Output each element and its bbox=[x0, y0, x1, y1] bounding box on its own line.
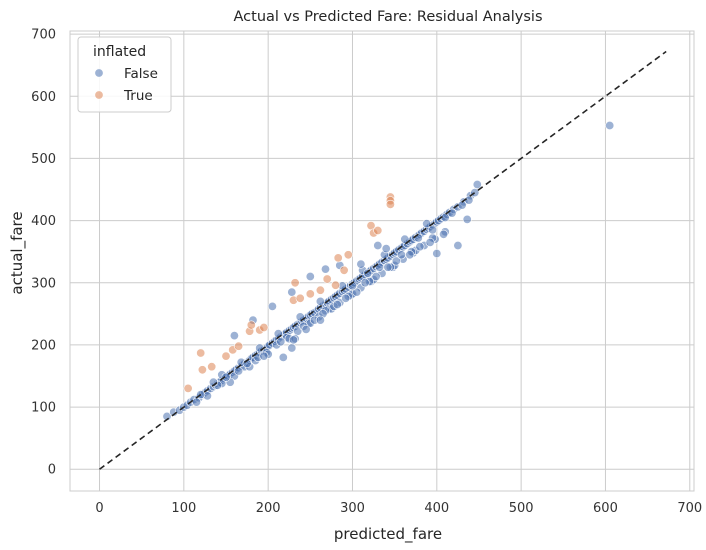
point-false bbox=[439, 229, 449, 239]
point-false bbox=[278, 352, 288, 362]
x-tick-label: 600 bbox=[593, 501, 618, 516]
point-false bbox=[422, 219, 432, 229]
point-false bbox=[162, 411, 172, 421]
point-true bbox=[207, 362, 217, 372]
x-axis-ticks: 0 100 200 300 400 500 600 700 bbox=[95, 501, 702, 516]
x-tick-label: 300 bbox=[340, 501, 365, 516]
point-false bbox=[472, 180, 482, 190]
point-false bbox=[447, 208, 457, 218]
point-false bbox=[405, 250, 415, 260]
y-tick-label: 100 bbox=[31, 401, 56, 416]
point-false bbox=[332, 299, 342, 309]
x-tick-label: 100 bbox=[171, 501, 196, 516]
point-false bbox=[383, 262, 393, 272]
y-tick-label: 300 bbox=[31, 276, 56, 291]
point-true bbox=[234, 341, 244, 351]
point-false bbox=[428, 225, 438, 235]
point-false bbox=[462, 214, 472, 224]
point-false bbox=[229, 331, 239, 341]
point-true bbox=[339, 265, 349, 275]
y-axis-title: actual_fare bbox=[8, 211, 27, 294]
point-false bbox=[259, 351, 269, 361]
point-false bbox=[360, 278, 370, 288]
y-tick-label: 600 bbox=[31, 90, 56, 105]
point-false bbox=[396, 250, 406, 260]
legend-marker-false bbox=[94, 68, 104, 78]
point-false bbox=[352, 287, 362, 297]
point-true bbox=[197, 365, 207, 375]
x-tick-label: 400 bbox=[424, 501, 449, 516]
point-true bbox=[246, 320, 256, 330]
point-false bbox=[363, 268, 373, 278]
point-true bbox=[295, 293, 305, 303]
x-tick-label: 200 bbox=[256, 501, 281, 516]
x-tick-label: 0 bbox=[95, 501, 103, 516]
y-axis-ticks: 0 100 200 300 400 500 600 700 bbox=[31, 28, 56, 478]
point-false bbox=[315, 315, 325, 325]
point-false bbox=[432, 249, 442, 259]
point-false bbox=[287, 287, 297, 297]
y-tick-label: 400 bbox=[31, 214, 56, 229]
point-true bbox=[221, 351, 231, 361]
point-true bbox=[331, 280, 341, 290]
point-true bbox=[315, 285, 325, 295]
point-true bbox=[385, 199, 395, 209]
point-false bbox=[391, 256, 401, 266]
point-true bbox=[196, 348, 206, 358]
point-false bbox=[605, 121, 615, 131]
point-false bbox=[415, 242, 425, 252]
grid bbox=[70, 31, 694, 491]
point-true bbox=[343, 250, 353, 260]
x-axis-title: predicted_fare bbox=[334, 525, 442, 544]
point-false bbox=[320, 264, 330, 274]
legend-title: inflated bbox=[93, 44, 146, 60]
point-false bbox=[221, 372, 231, 382]
point-false bbox=[341, 293, 351, 303]
point-true bbox=[373, 226, 383, 236]
legend-label-true: True bbox=[123, 88, 153, 104]
point-false bbox=[287, 343, 297, 353]
legend: inflated False True bbox=[77, 36, 172, 113]
point-true bbox=[305, 289, 315, 299]
point-false bbox=[276, 337, 286, 347]
reference-line bbox=[99, 50, 667, 470]
point-false bbox=[267, 301, 277, 311]
point-true bbox=[259, 322, 269, 332]
point-false bbox=[453, 241, 463, 251]
chart-title: Actual vs Predicted Fare: Residual Analy… bbox=[234, 9, 543, 25]
legend-label-false: False bbox=[124, 66, 158, 82]
plot-area bbox=[69, 30, 695, 492]
point-false bbox=[371, 271, 381, 281]
point-false bbox=[356, 259, 366, 269]
point-false bbox=[301, 324, 311, 334]
y-tick-label: 500 bbox=[31, 152, 56, 167]
x-tick-label: 500 bbox=[509, 501, 534, 516]
point-false bbox=[288, 335, 298, 345]
point-true bbox=[183, 383, 193, 393]
x-tick-label: 700 bbox=[677, 501, 702, 516]
point-false bbox=[192, 397, 202, 407]
point-false bbox=[234, 366, 244, 376]
legend-marker-true bbox=[94, 90, 104, 100]
point-false bbox=[373, 241, 383, 251]
point-false bbox=[400, 234, 410, 244]
y-tick-label: 700 bbox=[31, 28, 56, 43]
y-tick-label: 0 bbox=[48, 463, 56, 478]
point-true bbox=[290, 278, 300, 288]
reference-line-layer bbox=[99, 50, 667, 470]
y-tick-label: 200 bbox=[31, 338, 56, 353]
point-true bbox=[333, 253, 343, 263]
point-false bbox=[305, 271, 315, 281]
point-false bbox=[381, 244, 391, 254]
point-true bbox=[322, 274, 332, 284]
point-false bbox=[425, 237, 435, 247]
point-false bbox=[315, 296, 325, 306]
